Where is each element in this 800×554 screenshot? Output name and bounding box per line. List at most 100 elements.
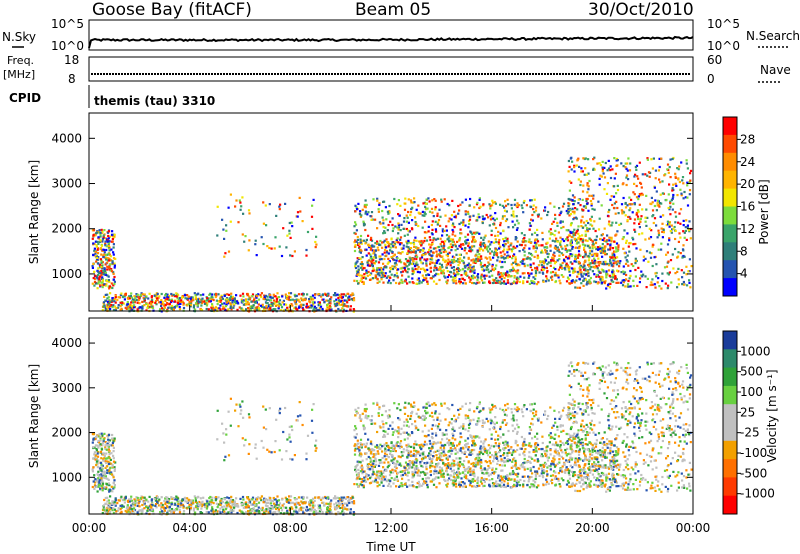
echo-cell bbox=[386, 262, 389, 265]
echo-cell bbox=[591, 270, 594, 273]
echo-cell bbox=[396, 257, 399, 260]
echo-cell bbox=[625, 174, 629, 177]
echo-cell bbox=[364, 206, 367, 209]
echo-cell bbox=[403, 266, 406, 270]
echo-cell bbox=[274, 304, 278, 307]
echo-cell bbox=[176, 301, 179, 305]
echo-cell bbox=[379, 255, 382, 258]
echo-cell bbox=[180, 300, 183, 303]
echo-cell bbox=[510, 207, 513, 210]
echo-cell bbox=[579, 271, 583, 274]
echo-cell bbox=[427, 197, 430, 200]
echo-cell bbox=[638, 161, 641, 164]
echo-cell bbox=[450, 214, 453, 217]
echo-cell bbox=[102, 459, 105, 462]
echo-cell bbox=[641, 193, 644, 196]
echo-cell bbox=[355, 206, 358, 209]
echo-cell bbox=[176, 304, 179, 307]
echo-cell bbox=[608, 274, 611, 277]
echo-cell bbox=[411, 250, 415, 254]
echo-cell bbox=[248, 298, 251, 301]
echo-cell bbox=[605, 276, 608, 279]
echo-cell bbox=[649, 283, 652, 287]
echo-cell bbox=[425, 262, 428, 265]
echo-cell bbox=[110, 268, 113, 271]
echo-cell bbox=[434, 264, 437, 267]
echo-cell bbox=[666, 272, 669, 275]
echo-cell bbox=[528, 282, 531, 285]
echo-cell bbox=[119, 504, 122, 507]
echo-cell bbox=[341, 510, 344, 513]
echo-cell bbox=[265, 305, 268, 308]
echo-cell bbox=[257, 293, 260, 296]
echo-cell bbox=[343, 507, 346, 510]
echo-cell bbox=[221, 500, 224, 504]
echo-cell bbox=[272, 511, 275, 514]
echo-cell bbox=[98, 475, 101, 478]
echo-cell bbox=[137, 307, 140, 310]
echo-cell bbox=[569, 213, 573, 216]
echo-cell bbox=[101, 489, 104, 492]
noise-left-tick-bottom: 10^0 bbox=[51, 39, 84, 53]
echo-cell bbox=[516, 227, 519, 230]
noise-right-tick-bottom: 10^0 bbox=[707, 39, 740, 53]
echo-cell bbox=[507, 203, 510, 206]
echo-cell bbox=[478, 198, 481, 201]
echo-cell bbox=[593, 220, 596, 223]
echo-cell bbox=[541, 271, 544, 274]
echo-cell bbox=[248, 295, 251, 298]
echo-cell bbox=[96, 455, 100, 458]
echo-cell bbox=[507, 274, 511, 277]
echo-cell bbox=[92, 457, 95, 460]
echo-cell bbox=[476, 216, 479, 219]
echo-cell bbox=[626, 220, 629, 223]
echo-cell bbox=[625, 273, 628, 277]
echo-cell bbox=[666, 243, 670, 246]
echo-cell bbox=[479, 205, 482, 208]
echo-cell bbox=[378, 202, 381, 205]
echo-cell bbox=[605, 192, 609, 195]
echo-cell bbox=[553, 234, 556, 237]
echo-cell bbox=[178, 297, 181, 300]
echo-cell bbox=[108, 484, 111, 487]
echo-cell bbox=[412, 270, 416, 273]
echo-cell bbox=[585, 197, 588, 201]
echo-cell bbox=[534, 209, 538, 212]
echo-cell bbox=[386, 229, 389, 232]
echo-cell bbox=[638, 222, 641, 225]
echo-cell bbox=[337, 307, 340, 311]
echo-cell bbox=[651, 167, 654, 170]
echo-cell bbox=[108, 249, 111, 252]
echo-cell bbox=[629, 274, 632, 277]
echo-cell bbox=[614, 275, 617, 278]
echo-cell bbox=[186, 297, 189, 300]
echo-cell bbox=[340, 499, 343, 502]
echo-cell bbox=[310, 296, 313, 299]
echo-cell bbox=[306, 230, 310, 234]
echo-cell bbox=[248, 498, 251, 501]
echo-cell bbox=[493, 219, 496, 222]
echo-cell bbox=[108, 502, 111, 505]
echo-cell bbox=[97, 236, 100, 239]
echo-cell bbox=[288, 221, 291, 225]
echo-cell bbox=[682, 219, 685, 222]
echo-cell bbox=[565, 255, 568, 258]
echo-cell bbox=[100, 228, 103, 231]
echo-cell bbox=[573, 232, 576, 235]
echo-cell bbox=[544, 206, 547, 209]
echo-cell bbox=[556, 221, 559, 224]
echo-cell bbox=[520, 232, 523, 235]
echo-cell bbox=[376, 267, 379, 270]
echo-cell bbox=[168, 509, 171, 512]
echo-cell bbox=[688, 220, 691, 223]
echo-cell bbox=[671, 197, 674, 200]
echo-cell bbox=[336, 505, 339, 508]
echo-cell bbox=[650, 229, 653, 232]
echo-cell bbox=[246, 497, 249, 500]
echo-cell bbox=[447, 237, 450, 240]
echo-cell bbox=[153, 294, 156, 297]
echo-cell bbox=[435, 255, 438, 258]
echo-cell bbox=[435, 230, 438, 233]
echo-cell bbox=[651, 278, 654, 281]
echo-cell bbox=[672, 227, 675, 230]
